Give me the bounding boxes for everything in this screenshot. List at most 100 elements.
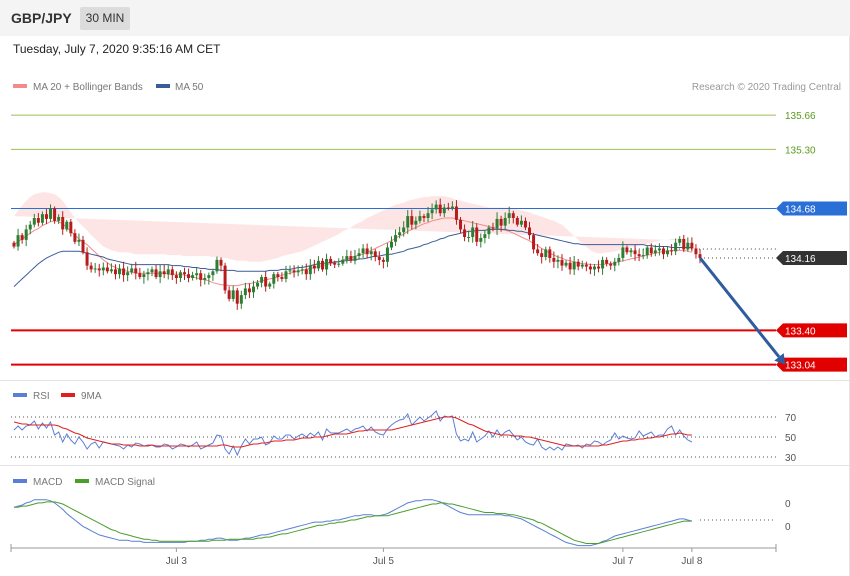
candle-body [300, 269, 304, 271]
candle [284, 265, 288, 283]
bollinger-band-area [14, 192, 692, 262]
candle-body [178, 272, 182, 278]
candle [381, 257, 385, 269]
candle-body [118, 268, 122, 275]
candle-body [540, 253, 544, 258]
candle [361, 244, 365, 259]
candle [337, 258, 341, 268]
candle-body [649, 247, 653, 254]
candle-body [142, 274, 146, 278]
candle-body [239, 295, 243, 304]
candle-body [548, 249, 552, 258]
legend-swatch-rsi-ma [61, 393, 75, 397]
candle-body [40, 214, 44, 223]
candle [661, 246, 665, 260]
level-label-135.30: 135.30 [785, 145, 816, 156]
candle-body [36, 217, 40, 223]
candle-body [605, 259, 609, 264]
candle [613, 257, 617, 272]
candle-body [390, 241, 394, 248]
candle [195, 267, 199, 280]
candle-body [385, 247, 389, 262]
candle-body [272, 274, 276, 284]
candle-body [85, 252, 89, 266]
candle-body [24, 229, 28, 240]
candle-body [645, 247, 649, 256]
candle-body [138, 273, 142, 278]
candle [483, 229, 487, 244]
ma50-line [13, 228, 692, 287]
candle-body [199, 273, 203, 280]
candle [406, 210, 410, 235]
candle [528, 221, 532, 240]
candle [454, 200, 458, 225]
candle-body [57, 217, 61, 221]
candle [16, 228, 20, 251]
candle-body [653, 250, 657, 254]
candle-body [308, 265, 312, 275]
candle [426, 206, 430, 223]
candle-body [491, 227, 495, 229]
candle [223, 262, 227, 294]
candle-body [580, 264, 584, 267]
candle [499, 215, 503, 232]
candle [73, 229, 77, 245]
candle-body [134, 268, 138, 274]
price-levels: 135.66 135.30 134.68 134.16 133.40 133.04 [11, 111, 847, 372]
candle [40, 211, 44, 226]
candle [398, 226, 402, 239]
candle-body [32, 217, 36, 225]
candle-body [150, 269, 154, 273]
candle [353, 249, 357, 265]
candle [617, 253, 621, 266]
candle-body [532, 235, 536, 250]
candle-body [304, 269, 308, 275]
candle [495, 212, 499, 235]
candle-body [369, 251, 373, 255]
candle-body [12, 242, 16, 247]
candle [434, 200, 438, 214]
candle [296, 265, 300, 277]
report-datetime: Tuesday, July 7, 2020 9:35:16 AM CET [13, 42, 221, 56]
candle-body [536, 249, 540, 254]
interval-button[interactable]: 30 MIN [80, 7, 130, 30]
macd-tick-label: 0 [785, 499, 791, 510]
candle-body [584, 264, 588, 267]
candle-body [507, 213, 511, 218]
legend-label-bb: MA 20 + Bollinger Bands [33, 82, 143, 93]
candle [36, 213, 40, 227]
candle [560, 254, 564, 271]
candle [657, 243, 661, 256]
candle-body [162, 271, 166, 275]
candle-body [519, 220, 523, 225]
candle-body [373, 251, 377, 258]
candle-body [463, 229, 467, 238]
candle-body [333, 262, 337, 265]
candle-body [503, 217, 507, 226]
candle-body [572, 261, 576, 270]
rsi-panel: 70 50 30 [11, 410, 797, 464]
candle-body [113, 269, 117, 275]
candle [682, 234, 686, 253]
candle-body [601, 259, 605, 269]
candle [44, 209, 48, 225]
candle [548, 246, 552, 263]
candle [268, 281, 272, 290]
bollinger-band [14, 192, 692, 262]
candle-body [49, 208, 53, 219]
candle [459, 216, 463, 234]
candle [276, 271, 280, 282]
candle [215, 256, 219, 274]
candle [191, 271, 195, 281]
candle [678, 236, 682, 246]
candle-body [243, 288, 247, 296]
candlesticks [12, 198, 702, 310]
candle [609, 261, 613, 270]
level-label-134.16: 134.16 [785, 254, 816, 265]
candle [134, 261, 138, 280]
candle [511, 210, 515, 224]
candle [174, 271, 178, 284]
main-legend: MA 20 + Bollinger Bands MA 50 [13, 82, 204, 93]
currency-pair-title: GBP/JPY [11, 10, 72, 26]
candle [698, 249, 702, 264]
